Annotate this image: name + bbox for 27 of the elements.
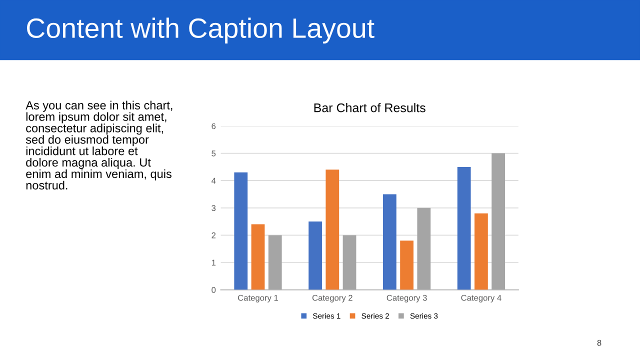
text: As you can see in this chart, lorem ipsum dolor sit amet, consectetur adipiscing elit, sed do eiusmod tempor incididunt ut labore et dolore magna aliqua. Ut enim ad minim veniam, quis nostrud. [26,100,172,190]
x-tick-label: Category 1 [238,294,278,302]
y-tick-label: 6 [212,123,216,130]
y-tick-label: 0 [212,287,216,293]
bar [342,235,356,290]
x-tick-label: Category 2 [312,294,352,302]
bar [268,235,282,290]
bar [400,240,414,290]
y-tick-label: 3 [212,205,216,211]
bar [457,166,471,290]
chart-title: Bar Chart of Results [314,103,426,112]
bar [474,213,488,290]
bar [308,222,322,290]
text: 8 [597,340,602,346]
bar [382,194,396,290]
bar [234,172,248,290]
text: Content with Caption Layout [27,18,374,44]
y-tick-label: 4 [211,178,216,184]
bar [326,170,340,290]
y-tick-label: 2 [212,232,216,238]
y-tick-label: 5 [212,150,216,156]
x-tick-label: Category 4 [461,294,502,302]
bar [492,153,506,290]
bar [251,224,265,290]
y-tick-label: 1 [212,260,216,266]
x-tick-label: Category 3 [386,294,427,302]
bar [417,208,431,290]
